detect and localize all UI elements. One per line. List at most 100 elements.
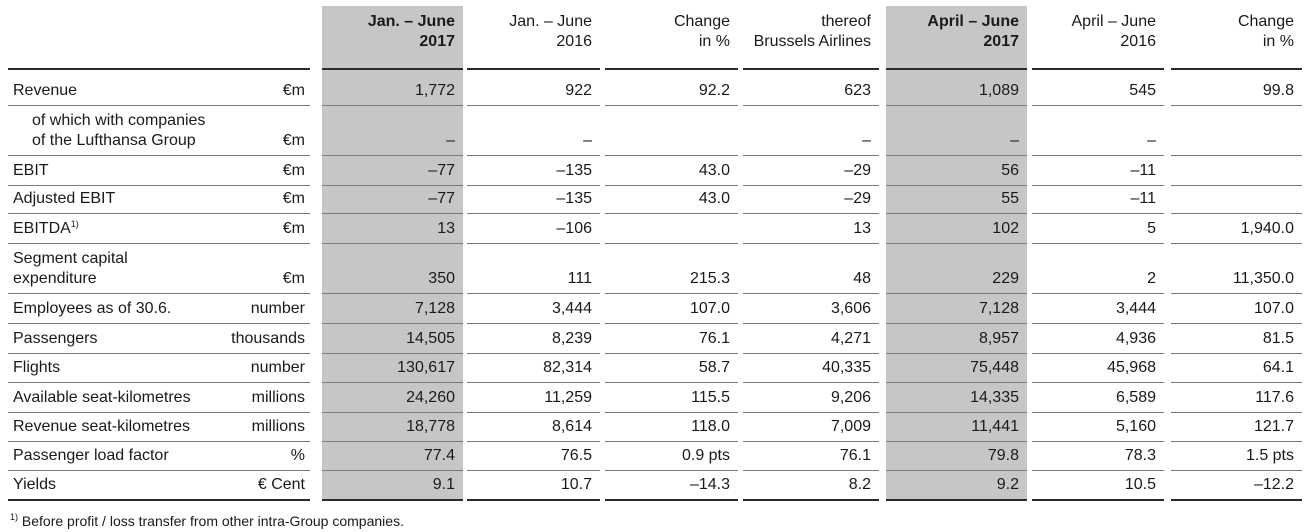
table-row: Revenue seat-kilometres millions 18,778 8,6… [0,413,1310,441]
highlight-column-april-june-2017 [886,6,1027,500]
value-cell: 9.1 [432,476,455,493]
row-rule [605,470,738,471]
value-cell: 14,505 [406,330,455,347]
row-unit: millions [251,418,305,435]
value-cell: 3,444 [1115,300,1156,317]
value-cell: 350 [428,270,455,287]
row-rule [322,155,463,156]
value-cell: 215.3 [689,270,730,287]
row-rule [322,293,463,294]
value-cell: 5 [1147,220,1156,237]
row-rule [1171,213,1302,214]
value-cell: 6,589 [1115,389,1156,406]
row-label: Adjusted EBIT [13,189,115,209]
row-rule [8,323,310,324]
footnote: 1) Before profit / loss transfer from ot… [10,513,404,530]
row-unit: €m [282,220,305,237]
row-rule [743,185,879,186]
value-cell: 623 [844,82,871,99]
row-rule [1032,412,1164,413]
value-cell: 922 [565,82,592,99]
column-header-line1: Jan. – June [509,13,592,30]
row-rule [322,382,463,383]
row-rule [1171,470,1302,471]
value-cell: –77 [428,190,455,207]
header-rule [8,68,310,70]
column-header-line2: 2016 [556,33,592,50]
row-label-line: EBIT [13,162,49,179]
value-cell: 13 [853,220,871,237]
value-cell: 48 [853,270,871,287]
value-cell: 11,350.0 [1232,270,1294,287]
column-header-line2: in % [1262,33,1294,50]
row-rule [1032,105,1164,106]
header-rule [322,68,463,70]
row-rule [886,213,1027,214]
column-header-line1: April – June [927,13,1019,30]
row-label: Flights [13,358,60,378]
row-rule [743,105,879,106]
row-unit: thousands [231,330,305,347]
table-row: of which with companies of the Lufthansa … [0,107,1310,155]
row-unit: number [250,359,305,376]
row-rule [743,293,879,294]
row-label: Segment capital expenditure [13,249,128,289]
value-cell: 10.7 [560,476,592,493]
row-rule [886,353,1027,354]
column-header-line1: Change [673,13,730,30]
row-rule [467,353,600,354]
value-cell: 8,239 [551,330,592,347]
row-rule [467,243,600,244]
value-cell: 3,606 [830,300,871,317]
value-cell: 77.4 [423,447,455,464]
row-rule [605,213,738,214]
value-cell: 121.7 [1253,418,1294,435]
row-label: EBITDA1) [13,219,79,239]
value-cell: 7,128 [978,300,1019,317]
row-rule [467,412,600,413]
row-rule [8,213,310,214]
row-rule [322,353,463,354]
row-rule [1032,441,1164,442]
value-cell: 4,936 [1115,330,1156,347]
row-unit: €m [282,270,305,287]
row-rule [467,293,600,294]
row-rule [1032,293,1164,294]
row-label-line: Revenue seat-kilometres [13,418,190,435]
value-cell: 24,260 [406,389,455,406]
row-rule [467,155,600,156]
row-unit: €m [282,162,305,179]
row-rule [8,353,310,354]
row-rule [605,293,738,294]
header-rule [467,68,600,70]
value-cell: – [1147,132,1156,149]
value-cell: 58.7 [698,359,730,376]
row-rule [322,441,463,442]
highlight-column-jan-june-2017 [322,6,463,500]
row-rule [322,499,463,501]
table-row: EBITDA1) €m 13 –106 13 102 5 1,940.0 [0,214,1310,243]
table-row: Yields € Cent 9.1 10.7 –14.3 8.2 9.2 10.5 –12.2 [0,471,1310,499]
value-cell: – [862,132,871,149]
row-unit: % [290,447,305,464]
value-cell: 117.6 [1255,389,1294,406]
row-label-line: Adjusted EBIT [13,190,116,207]
table-row: Flights number 130,617 82,314 58.7 40,335 75,4… [0,354,1310,382]
row-rule [886,382,1027,383]
row-label-line: Passenger load factor [13,447,169,464]
column-header-line2: 2016 [1120,33,1156,50]
row-rule [8,105,310,106]
header-rule [743,68,879,70]
value-cell: 7,009 [830,418,871,435]
row-rule [8,499,310,501]
row-rule [1171,441,1302,442]
value-cell: 5,160 [1115,418,1156,435]
value-cell: –11 [1130,190,1156,207]
value-cell: – [583,132,592,149]
column-header-line1: Change [1237,13,1294,30]
value-cell: –135 [556,162,592,179]
table-row: Passengers thousands 14,505 8,239 76.1 4,271 8… [0,324,1310,353]
row-rule [886,155,1027,156]
value-cell: 102 [992,220,1019,237]
column-header: Jan. – June 2017 [368,12,455,60]
